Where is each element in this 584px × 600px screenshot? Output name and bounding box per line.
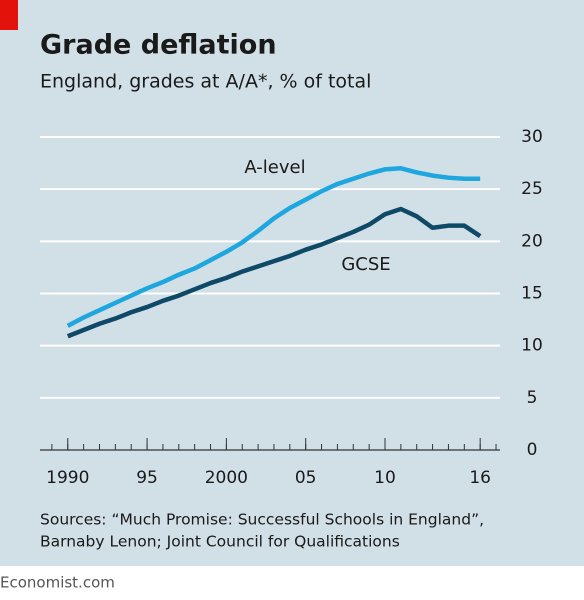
- y-tick-label: 20: [521, 231, 543, 251]
- y-tick-label: 30: [521, 127, 543, 147]
- y-tick-label: 15: [521, 284, 543, 304]
- x-tick-label: 2000: [205, 468, 248, 488]
- footer: Economist.com: [0, 574, 115, 592]
- x-tick-label: 95: [136, 468, 158, 488]
- y-tick-label: 5: [527, 388, 538, 408]
- series-line: [66, 166, 481, 328]
- x-tick-label: 05: [295, 468, 317, 488]
- red-tag: [0, 0, 18, 30]
- series-line: [66, 206, 482, 339]
- series-label: A-level: [244, 157, 305, 178]
- x-tick-label: 10: [374, 468, 396, 488]
- chart-subtitle: England, grades at A/A*, % of total: [40, 71, 371, 93]
- x-tick-label: 16: [469, 468, 491, 488]
- x-tick-label: 1990: [46, 468, 89, 488]
- background: [0, 0, 584, 566]
- source-line: Sources: “Much Promise: Successful Schoo…: [40, 511, 484, 529]
- series-label: GCSE: [341, 254, 390, 275]
- y-tick-label: 25: [521, 179, 543, 199]
- y-tick-label: 0: [527, 440, 538, 460]
- chart-title: Grade deflation: [40, 30, 277, 61]
- source-line: Barnaby Lenon; Joint Council for Qualifi…: [40, 533, 400, 551]
- y-tick-label: 10: [521, 336, 543, 356]
